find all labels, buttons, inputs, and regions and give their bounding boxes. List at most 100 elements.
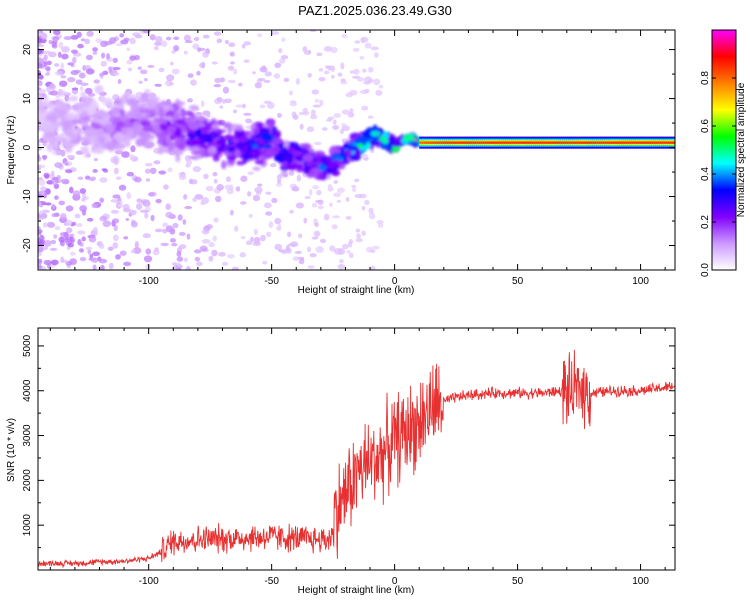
spectrogram-cell: [277, 112, 282, 118]
colorbar-tick-label: 0.6: [700, 119, 711, 133]
spectrogram-cell: [153, 45, 159, 51]
spectrogram-cell: [165, 36, 172, 41]
spectrogram-cell: [51, 41, 57, 48]
spectrogram-cell: [84, 87, 93, 95]
spectrogram-cell: [54, 195, 59, 200]
spectrogram-cell: [295, 202, 304, 209]
spectrogram-cell: [121, 96, 127, 106]
spectrogram-cell: [205, 185, 214, 192]
spectrogram-cell: [46, 86, 51, 93]
spectrogram-cell: [349, 89, 358, 96]
spectrogram-cell: [606, 141, 610, 144]
spectrogram-cell: [213, 84, 222, 88]
spectrogram-cell: [280, 54, 289, 60]
spectrogram-cell: [43, 109, 49, 114]
spectrogram-cell: [226, 176, 231, 183]
spectrogram-cell: [474, 141, 478, 144]
spectrogram-cell: [341, 109, 350, 115]
spectrogram-cell: [631, 141, 635, 144]
spectrogram-cell: [253, 127, 260, 135]
spectrogram-cell: [100, 52, 106, 59]
spectrogram-cell: [340, 62, 345, 70]
spectrogram-cell: [46, 60, 52, 66]
spectrogram-cell: [482, 141, 486, 144]
spectrogram-cell: [162, 228, 168, 234]
spectrogram-cell: [72, 119, 82, 124]
spectrogram-cell: [43, 172, 50, 179]
spectrogram-cell: [234, 149, 241, 158]
spectrogram-cell: [352, 75, 360, 79]
spectrogram-cell: [183, 50, 188, 55]
spectrogram-cell: [227, 65, 235, 71]
spectrogram-cell: [303, 50, 312, 56]
spectrogram-cell: [54, 162, 63, 168]
spectrogram-cell: [192, 43, 200, 50]
spectrogram-cell: [185, 265, 191, 270]
spectrogram-cell: [263, 143, 272, 150]
spectrogram-cell: [38, 226, 41, 230]
spectrogram-cell: [196, 70, 201, 76]
spectrogram-cell: [391, 140, 402, 148]
spectrogram-cell: [578, 141, 582, 144]
spectrogram-cell: [456, 141, 460, 144]
spectrogram-cell: [259, 104, 266, 109]
spectrogram-cell: [138, 120, 151, 127]
spectrogram-cell: [370, 265, 376, 270]
spectrogram-cell: [142, 233, 151, 239]
snr-y-axis: 1000 2000 3000 4000 5000: [22, 334, 675, 571]
spectrogram-cell: [238, 82, 243, 87]
spectrogram-cell: [226, 253, 235, 259]
snr-y-tick-label: 5000: [22, 334, 33, 357]
spectrogram-cell: [248, 213, 253, 218]
spectrogram-y-tick-label: 20: [22, 44, 33, 56]
spectrogram-cell: [193, 36, 200, 42]
snr-x-axis: -100 -50 0 50 100: [49, 328, 666, 587]
spectrogram-cell: [629, 141, 633, 144]
spectrogram-cell: [237, 124, 243, 132]
spectrogram-cell: [241, 103, 246, 109]
spectrogram-cell: [299, 111, 304, 116]
spectrogram-cell: [245, 240, 253, 246]
spectrogram-cell: [584, 141, 588, 144]
spectrogram-cell: [84, 38, 90, 45]
spectrogram-cell: [363, 157, 369, 161]
spectrogram-cell: [370, 148, 375, 154]
spectrogram-cell: [112, 57, 118, 63]
spectrogram-cell: [568, 141, 572, 144]
spectrogram-cell: [38, 57, 44, 64]
spectrogram-cell: [290, 241, 299, 248]
spectrogram-cell: [317, 205, 324, 210]
spectrogram-cell: [86, 30, 94, 37]
spectrogram-cell: [367, 115, 374, 119]
spectrogram-cell: [229, 209, 234, 216]
spectrogram-cell: [132, 32, 141, 37]
spectrogram-cell: [291, 150, 303, 156]
spectrogram-cell: [85, 246, 93, 251]
spectrogram-cell: [261, 65, 267, 70]
spectrogram-cell: [298, 233, 303, 239]
spectrogram-cell: [44, 123, 56, 133]
spectrogram-cell: [117, 79, 122, 85]
spectrogram-cell: [71, 49, 79, 54]
spectrogram-cell: [341, 243, 349, 250]
spectrogram-cell: [289, 209, 294, 214]
spectrogram-cell: [64, 144, 73, 153]
spectrogram-cell: [446, 141, 450, 144]
spectrogram-cell: [125, 217, 130, 222]
spectrogram-cell: [135, 138, 145, 147]
spectrogram-cell: [354, 40, 361, 44]
spectrogram-cell: [80, 38, 86, 42]
spectrogram-cell: [484, 141, 488, 144]
spectrogram-cell: [302, 153, 314, 162]
spectrogram-cell: [230, 61, 235, 65]
spectrogram-cell: [303, 217, 308, 224]
figure-title: PAZ1.2025.036.23.49.G30: [298, 3, 452, 18]
spectrogram-cell: [285, 163, 296, 170]
spectrogram-cell: [157, 147, 164, 155]
spectrogram-cell: [356, 233, 361, 239]
spectrogram-cell: [608, 141, 612, 144]
spectrogram-cell: [326, 168, 334, 173]
spectrogram-cell: [72, 190, 81, 197]
spectrogram-cell: [268, 221, 274, 228]
spectrogram-cell: [134, 241, 139, 249]
